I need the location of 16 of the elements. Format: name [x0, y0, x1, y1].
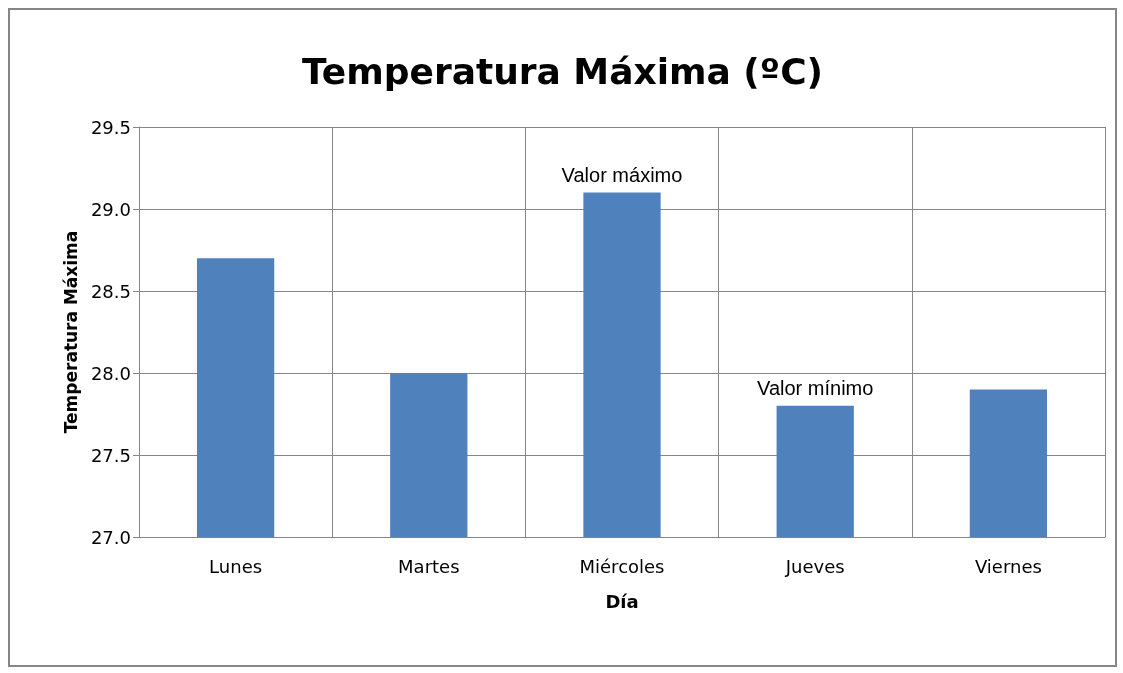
y-tick-label: 29.0: [90, 198, 131, 220]
x-axis-title: Día: [605, 590, 639, 612]
x-tick-label: Lunes: [209, 555, 263, 577]
y-axis-title: Temperatura Máxima: [60, 230, 81, 434]
annotation: Valor mínimo: [757, 376, 874, 399]
y-tick-label: 27.0: [90, 526, 131, 548]
x-tick-label: Jueves: [784, 555, 845, 577]
annotation: Valor máximo: [561, 163, 683, 186]
x-tick-label: Viernes: [974, 555, 1042, 577]
y-tick-label: 28.5: [90, 280, 131, 302]
chart-title: Temperatura Máxima (ºC): [302, 50, 823, 92]
y-tick-label: 29.5: [90, 116, 131, 138]
y-tick-label: 28.0: [90, 362, 131, 384]
y-tick-label: 27.5: [90, 444, 131, 466]
x-tick-label: Martes: [398, 555, 460, 577]
x-tick-label: Miércoles: [579, 555, 665, 577]
